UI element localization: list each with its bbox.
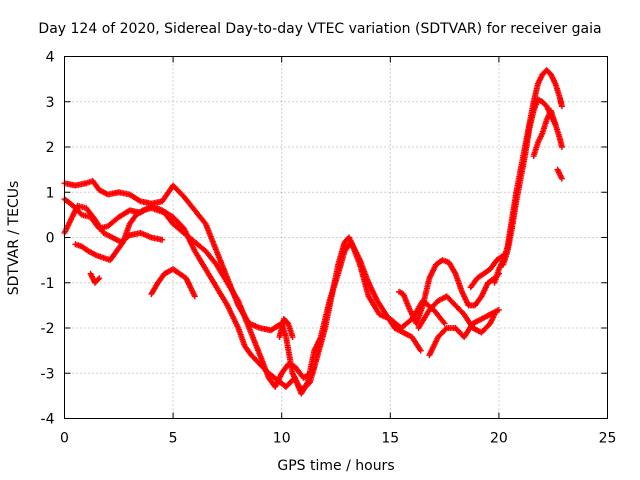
data-point <box>500 252 507 259</box>
data-point <box>95 276 102 283</box>
data-point <box>309 370 316 377</box>
data-marks <box>61 67 565 397</box>
data-point <box>96 275 103 282</box>
series-track-13 <box>530 107 565 160</box>
data-point <box>417 347 424 354</box>
data-point <box>289 334 296 341</box>
series-track-12 <box>500 96 559 268</box>
series-track-4 <box>72 205 316 390</box>
y-tick-label: 0 <box>46 231 55 247</box>
series-track-10 <box>415 293 498 336</box>
series-track-15 <box>467 252 507 291</box>
series-track-7 <box>276 315 296 341</box>
y-tick-label: -1 <box>41 276 55 292</box>
y-tick-label: 4 <box>46 50 55 66</box>
data-point <box>558 175 565 182</box>
x-tick-label: 25 <box>599 431 617 447</box>
series-track-6 <box>148 266 198 300</box>
series-track-8 <box>395 257 502 327</box>
chart-title: Day 124 of 2020, Sidereal Day-to-day VTE… <box>38 21 601 37</box>
y-tick-label: 2 <box>46 140 55 156</box>
y-tick-label: 3 <box>46 95 55 111</box>
y-tick-label: -2 <box>41 321 55 337</box>
axis-ticks: 0 5 10 15 20 25 -4 -3 -2 -1 0 1 2 3 4 <box>41 50 617 447</box>
data-point <box>191 293 198 300</box>
data-point <box>495 306 502 313</box>
x-axis-label: GPS time / hours <box>277 458 394 474</box>
data-point <box>442 326 449 333</box>
series-track-1 <box>61 177 424 393</box>
x-tick-label: 0 <box>60 431 69 447</box>
data-point <box>491 311 498 318</box>
data-point <box>159 236 166 243</box>
data-point <box>558 144 565 150</box>
series-track-2 <box>61 196 448 397</box>
series-track-5 <box>87 270 103 286</box>
x-tick-label: 20 <box>490 431 508 447</box>
series-track-9 <box>426 306 502 359</box>
grid-lines <box>64 56 608 419</box>
y-tick-label: 1 <box>46 185 55 201</box>
y-axis-label: SDTVAR / TECUs <box>6 181 22 296</box>
y-tick-label: -3 <box>41 366 55 382</box>
series-track-14 <box>554 166 565 182</box>
series-track-3 <box>61 202 166 246</box>
x-tick-label: 5 <box>169 431 178 447</box>
plot-frame <box>64 56 608 419</box>
x-tick-label: 15 <box>381 431 399 447</box>
data-point <box>441 320 448 327</box>
x-tick-label: 10 <box>273 431 291 447</box>
y-tick-label: -4 <box>41 412 55 428</box>
data-point <box>558 103 565 110</box>
